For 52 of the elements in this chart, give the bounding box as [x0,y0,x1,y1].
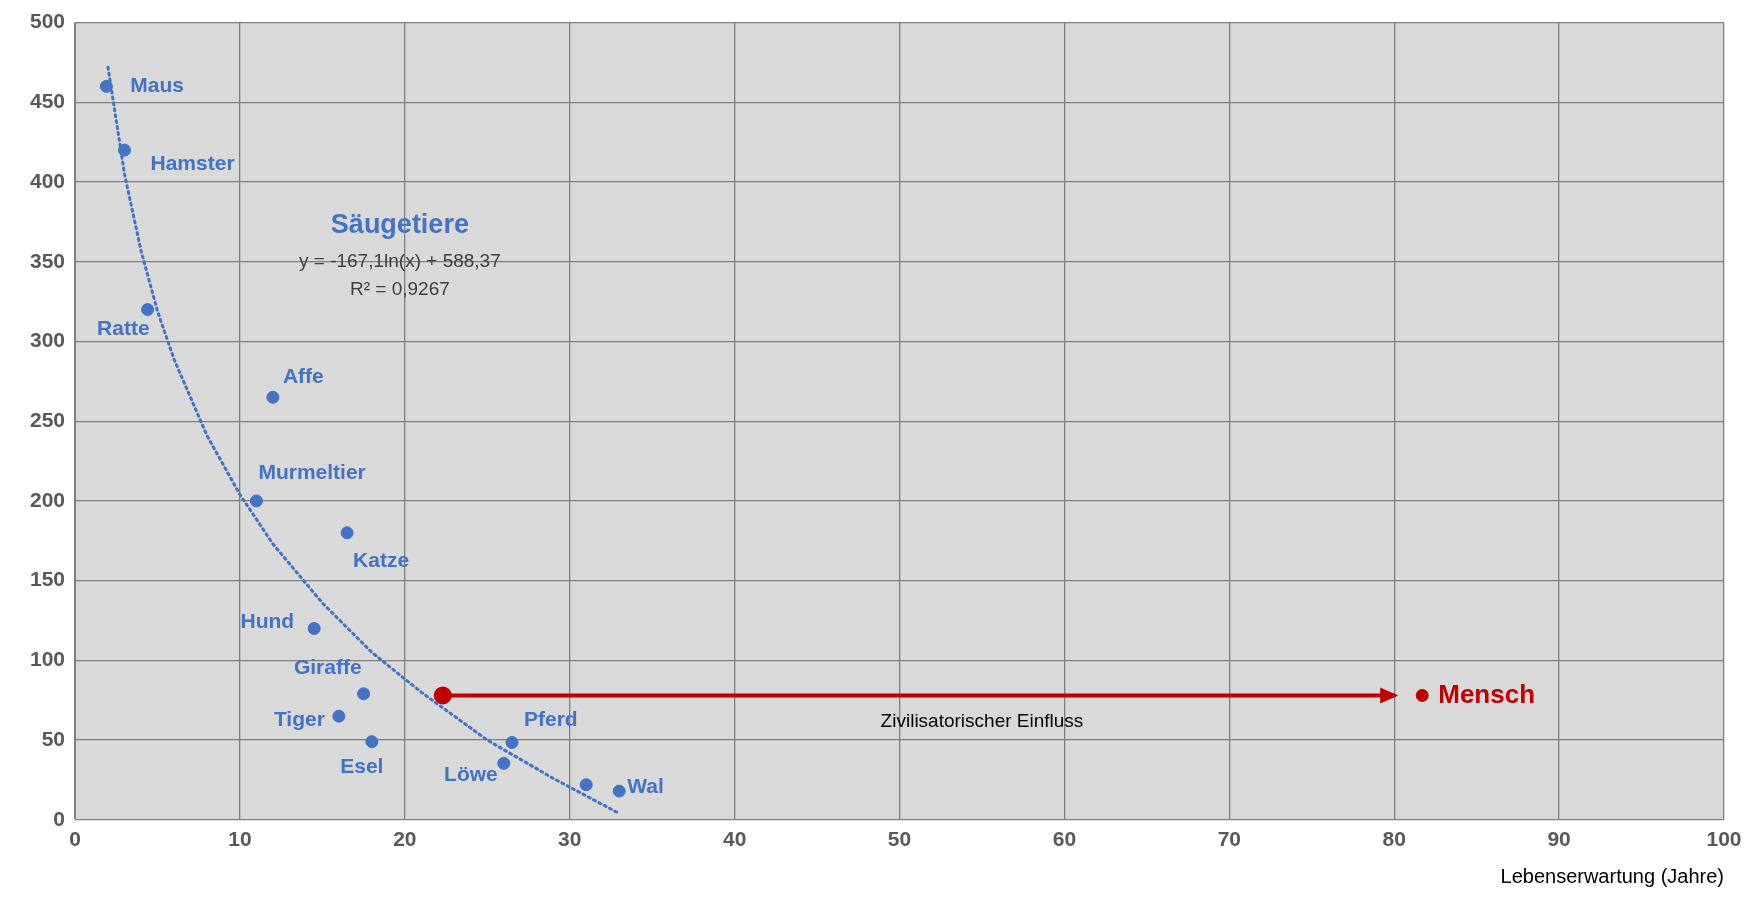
annotation: Ratte [97,316,150,340]
x-tick-label: 30 [558,827,582,851]
annotation: Affe [282,364,324,388]
y-tick-label: 450 [29,89,66,113]
x-tick-label: 40 [722,827,747,851]
point [505,735,519,749]
point [433,686,452,705]
series-label: Mensch [1438,678,1536,709]
x-tick-label: 50 [887,827,912,851]
y-tick-label: 300 [29,328,66,352]
x-tick-label: 20 [393,827,417,851]
y-tick-label: 150 [29,567,66,591]
point [266,390,280,404]
annotation: Hund [240,609,295,633]
x-tick-label: 60 [1052,827,1077,851]
y-tick-label: 500 [29,9,66,33]
annotation: Maus [130,73,185,97]
y-tick-label: 250 [29,408,66,431]
point [497,756,511,770]
x-tick-label: 10 [228,827,252,851]
point [579,778,593,792]
annotation: Giraffe [293,654,362,678]
point [141,303,155,317]
y-tick-label: 350 [29,248,66,272]
point [332,709,346,723]
x-tick-label: 70 [1217,827,1241,851]
annotation: Hamster [150,150,235,174]
annotation: Löwe [444,762,498,786]
x-axis-title: Lebenserwartung (Jahre) [1500,864,1724,887]
y-tick-label: 200 [29,487,66,511]
x-tick-label: 80 [1382,827,1406,851]
point [118,143,132,157]
point [357,687,371,701]
annotation: Tiger [273,706,325,730]
annotation: Esel [340,754,384,778]
x-tick-label: 0 [69,827,81,851]
annotation: Murmeltier [258,459,366,483]
x-tick-label: 90 [1547,827,1571,851]
point [340,526,354,540]
x-tick-label: 100 [1706,827,1742,851]
point [307,621,321,635]
annotation: Zivilisatorischer Einfluss [880,709,1084,731]
point [249,494,263,508]
point [99,79,113,93]
y-tick-label: 400 [29,168,66,192]
annotation: Wal [627,773,664,797]
y-tick-label: 0 [53,806,66,830]
point [365,735,379,749]
y-tick-label: 100 [29,647,66,671]
y-tick-label: 50 [41,726,66,750]
point [612,784,626,798]
point [1415,688,1429,702]
